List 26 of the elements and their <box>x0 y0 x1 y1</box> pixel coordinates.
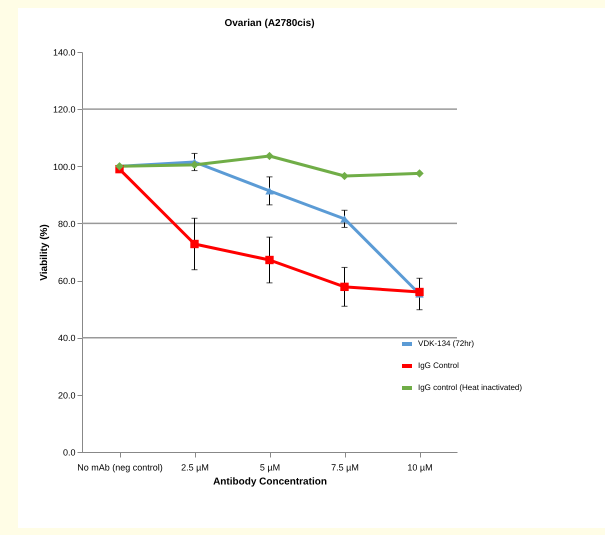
y-tick-label: 100.0 <box>52 162 76 172</box>
x-tick-label: 10 µM <box>407 462 433 472</box>
point <box>415 288 424 296</box>
y-tick-label: 0.0 <box>62 448 76 458</box>
y-tick-label: 140.0 <box>52 48 76 58</box>
point <box>265 152 274 160</box>
point <box>265 256 274 264</box>
legend-label: VDK-134 (72hr) <box>418 339 474 348</box>
x-tick-label: 7.5 µM <box>331 462 359 472</box>
point <box>265 187 274 194</box>
point <box>190 160 199 170</box>
x-tick-label: No mAb (neg control) <box>77 462 163 472</box>
y-tick-label: 40.0 <box>58 333 76 344</box>
y-axis-title: Viability (%) <box>38 224 50 281</box>
y-tick-label: 60.0 <box>58 276 76 286</box>
chart-title: Ovarian (A2780cis) <box>224 18 315 29</box>
legend-label: IgG control (Heat inactivated) <box>418 383 522 392</box>
point <box>190 240 199 248</box>
y-tick-label: 80.0 <box>58 218 76 229</box>
point <box>340 282 349 292</box>
x-tick-label: 2.5 µM <box>181 462 209 472</box>
x-axis-title: Antibody Concentration <box>213 476 327 488</box>
legend-label: IgG Control <box>418 361 460 370</box>
x-tick-label: 5 µM <box>260 462 280 472</box>
y-tick-label: 20.0 <box>58 390 76 400</box>
y-tick-label: 120.0 <box>52 104 76 115</box>
